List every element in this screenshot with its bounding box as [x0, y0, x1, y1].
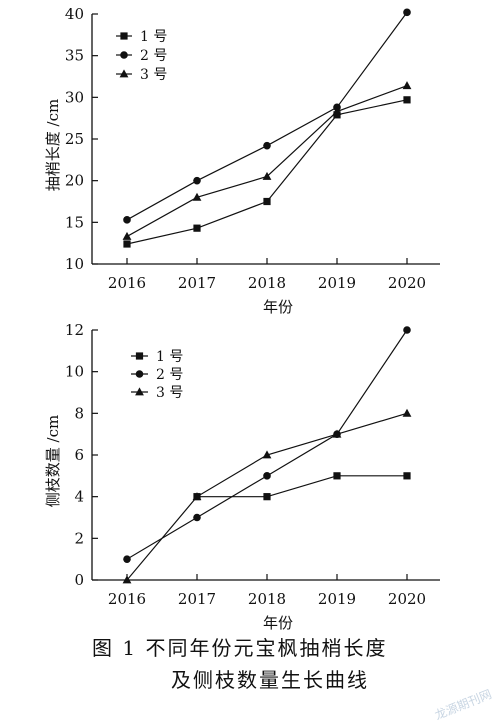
legend-marker-triangle: [135, 387, 144, 396]
legend-label: 2 号: [156, 367, 183, 383]
x-tick-label: 2020: [388, 274, 426, 292]
legend-label: 1 号: [156, 349, 183, 365]
data-point-circle: [403, 8, 411, 17]
x-tick-label: 2016: [108, 274, 146, 292]
legend-label: 1 号: [140, 29, 167, 45]
legend-marker-square: [135, 352, 144, 360]
legend-marker-triangle: [119, 69, 129, 78]
y-tick-label: 30: [65, 88, 84, 106]
x-tick-label: 2018: [248, 590, 286, 608]
figure-caption: 图 1 不同年份元宝枫抽梢长度 及侧枝数量生长曲线: [0, 632, 500, 696]
data-point-triangle: [262, 171, 272, 180]
data-point-square: [403, 96, 411, 104]
data-point-circle: [403, 326, 411, 334]
x-tick-label: 2020: [388, 590, 426, 608]
legend-marker-circle: [135, 370, 144, 378]
x-axis-label: 年份: [263, 298, 293, 316]
x-tick-label: 2017: [178, 590, 216, 608]
data-point-circle: [263, 472, 271, 480]
x-tick-label: 2018: [248, 274, 286, 292]
data-point-square: [193, 224, 201, 232]
series-line-2: [126, 11, 408, 221]
data-point-triangle: [192, 192, 202, 201]
x-tick-label: 2019: [318, 274, 356, 292]
y-tick-label: 10: [65, 363, 84, 381]
data-point-square: [123, 240, 131, 248]
y-tick-label: 35: [65, 47, 84, 65]
y-tick-label: 2: [74, 529, 84, 547]
series-line-1: [197, 475, 407, 498]
legend-label: 3 号: [140, 67, 167, 83]
y-tick-label: 40: [65, 5, 84, 23]
chart-1: 10 15 20 25 30 35 40 2016 2017 2018 2019 2020 年份 抽梢长度…: [44, 5, 440, 316]
data-point-square: [333, 472, 341, 480]
data-point-triangle: [262, 450, 272, 459]
data-point-triangle: [332, 429, 342, 438]
chart-2: 0 2 4 6 8 10 12 2016 2017 2018 2019 2020 年份 侧枝数量 /cm 1…: [44, 321, 440, 632]
y-tick-label: 4: [74, 488, 84, 506]
legend-label: 2 号: [140, 48, 167, 64]
y-tick-label: 0: [74, 571, 84, 589]
data-point-square: [263, 197, 271, 206]
data-point-triangle: [402, 81, 412, 90]
data-point-triangle: [332, 106, 342, 115]
y-tick-label: 20: [65, 172, 84, 190]
y-tick-label: 15: [65, 213, 84, 231]
y-tick-label: 10: [65, 255, 84, 273]
y-tick-label: 6: [74, 446, 84, 464]
data-point-circle: [123, 555, 131, 563]
data-point-circle: [193, 176, 201, 185]
y-tick-label: 25: [65, 130, 84, 148]
data-point-triangle: [192, 492, 202, 501]
legend-label: 3 号: [156, 385, 183, 401]
x-tick-label: 2017: [178, 274, 216, 292]
data-point-square: [263, 493, 271, 501]
x-tick-label: 2016: [108, 590, 146, 608]
data-point-triangle: [122, 575, 132, 584]
x-axis-label: 年份: [263, 614, 293, 632]
legend-marker-circle: [120, 51, 128, 59]
legend-marker-square: [120, 32, 128, 40]
caption-line-2: 及侧枝数量生长曲线: [171, 668, 369, 692]
data-point-triangle: [122, 231, 132, 240]
y-tick-label: 12: [65, 321, 84, 339]
y-axis-label: 侧枝数量 /cm: [44, 415, 62, 507]
x-tick-label: 2019: [318, 590, 356, 608]
data-point-circle: [123, 216, 131, 224]
caption-line-1: 图 1 不同年份元宝枫抽梢长度: [92, 636, 388, 660]
y-tick-label: 8: [74, 404, 84, 422]
data-point-triangle: [402, 408, 412, 417]
y-axis-label: 抽梢长度 /cm: [44, 99, 62, 191]
data-point-square: [403, 472, 411, 480]
data-point-circle: [263, 141, 271, 150]
data-point-circle: [193, 513, 201, 522]
